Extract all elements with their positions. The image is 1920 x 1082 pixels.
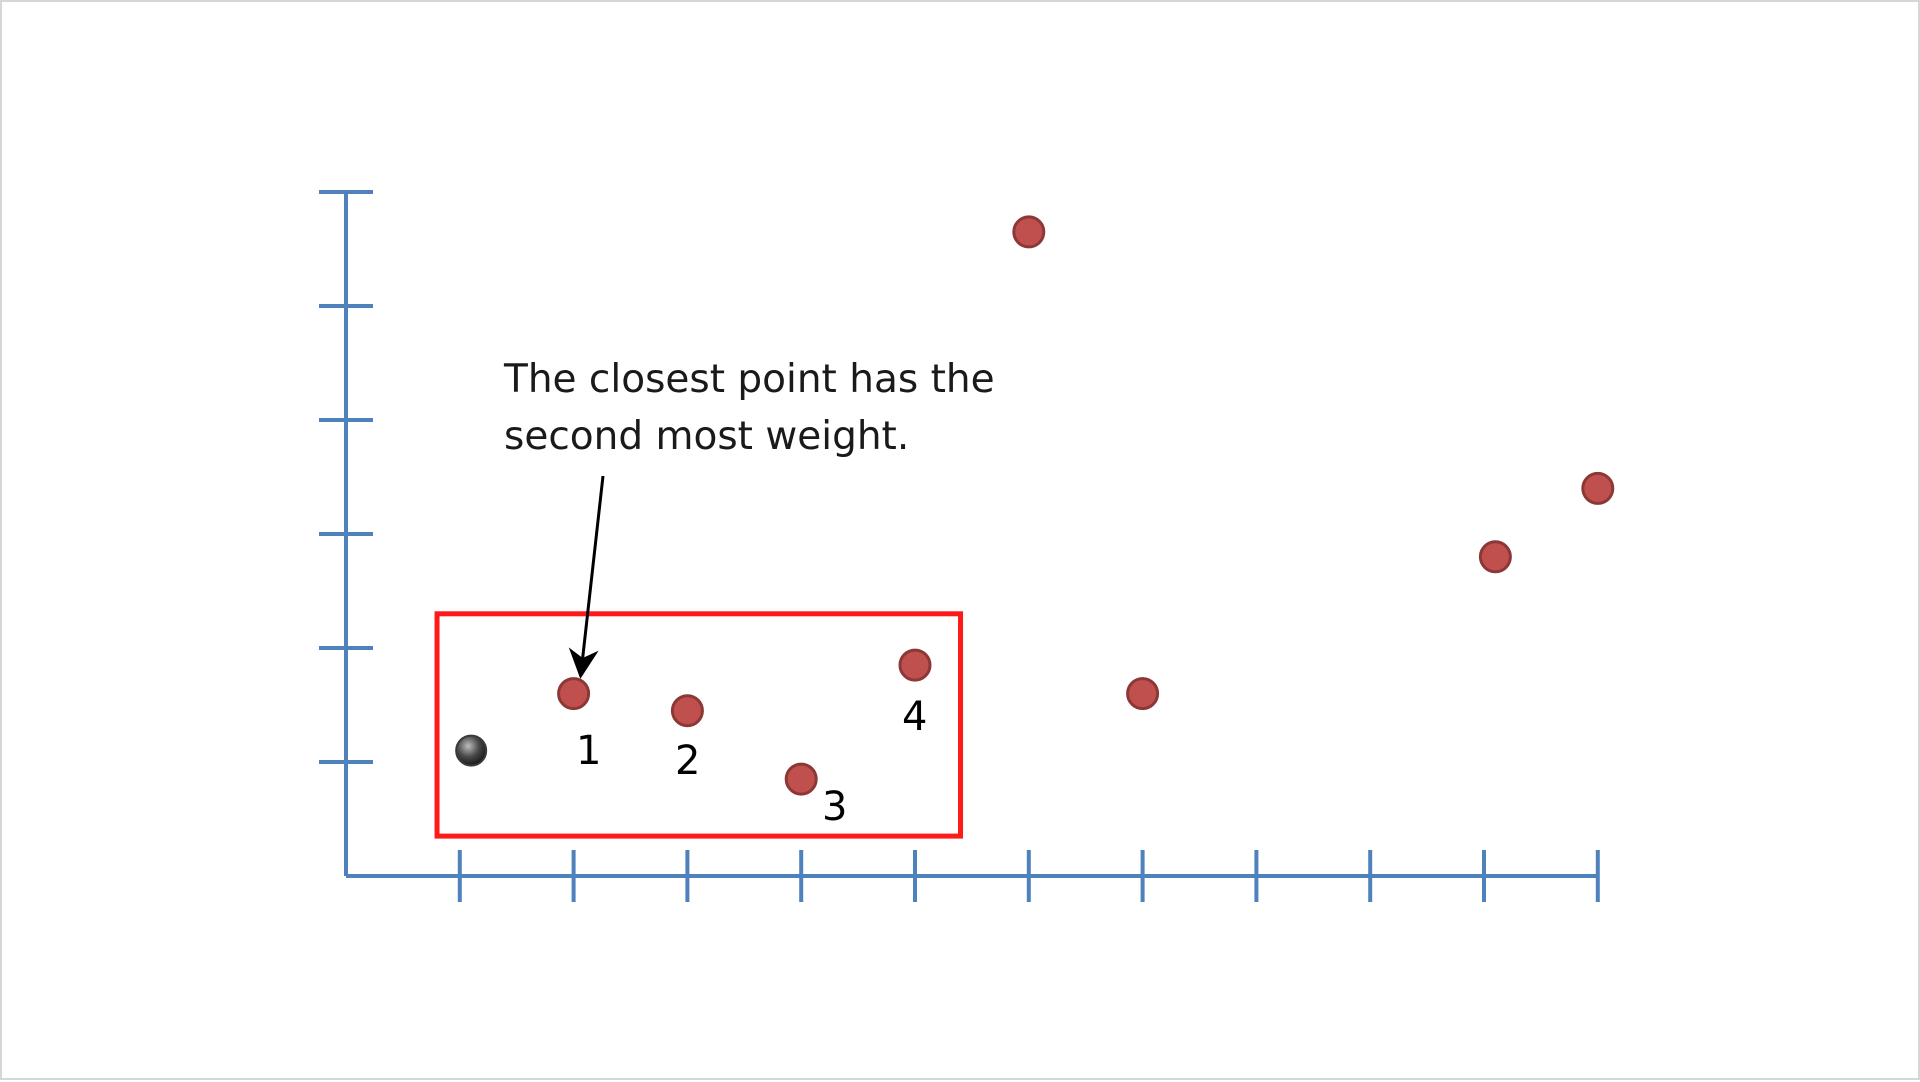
axes (344, 192, 1598, 878)
point-label-4: 4 (902, 694, 927, 740)
data-point (1012, 215, 1046, 249)
data-point-2 (670, 694, 704, 728)
annotation-line-2: second most weight. (504, 414, 909, 459)
point-label-1: 1 (576, 728, 601, 774)
point-labels: 1 2 3 4 (576, 694, 927, 830)
data-point (1581, 471, 1615, 505)
axis-ticks (319, 190, 1600, 902)
highlight-box (434, 611, 964, 839)
point-label-2: 2 (675, 738, 700, 784)
data-points (455, 215, 1615, 796)
data-point-3 (784, 762, 818, 796)
point-label-3: 3 (822, 784, 847, 830)
highlight-box-layer (434, 611, 964, 839)
data-point (1126, 677, 1160, 711)
annotation-line-1: The closest point has the (503, 357, 995, 402)
data-point-1 (557, 677, 591, 711)
annotation: The closest point has the second most we… (503, 357, 995, 679)
data-point-4 (898, 648, 932, 682)
data-point (1478, 540, 1512, 574)
annotation-arrow (568, 475, 605, 679)
query-point (455, 734, 488, 767)
